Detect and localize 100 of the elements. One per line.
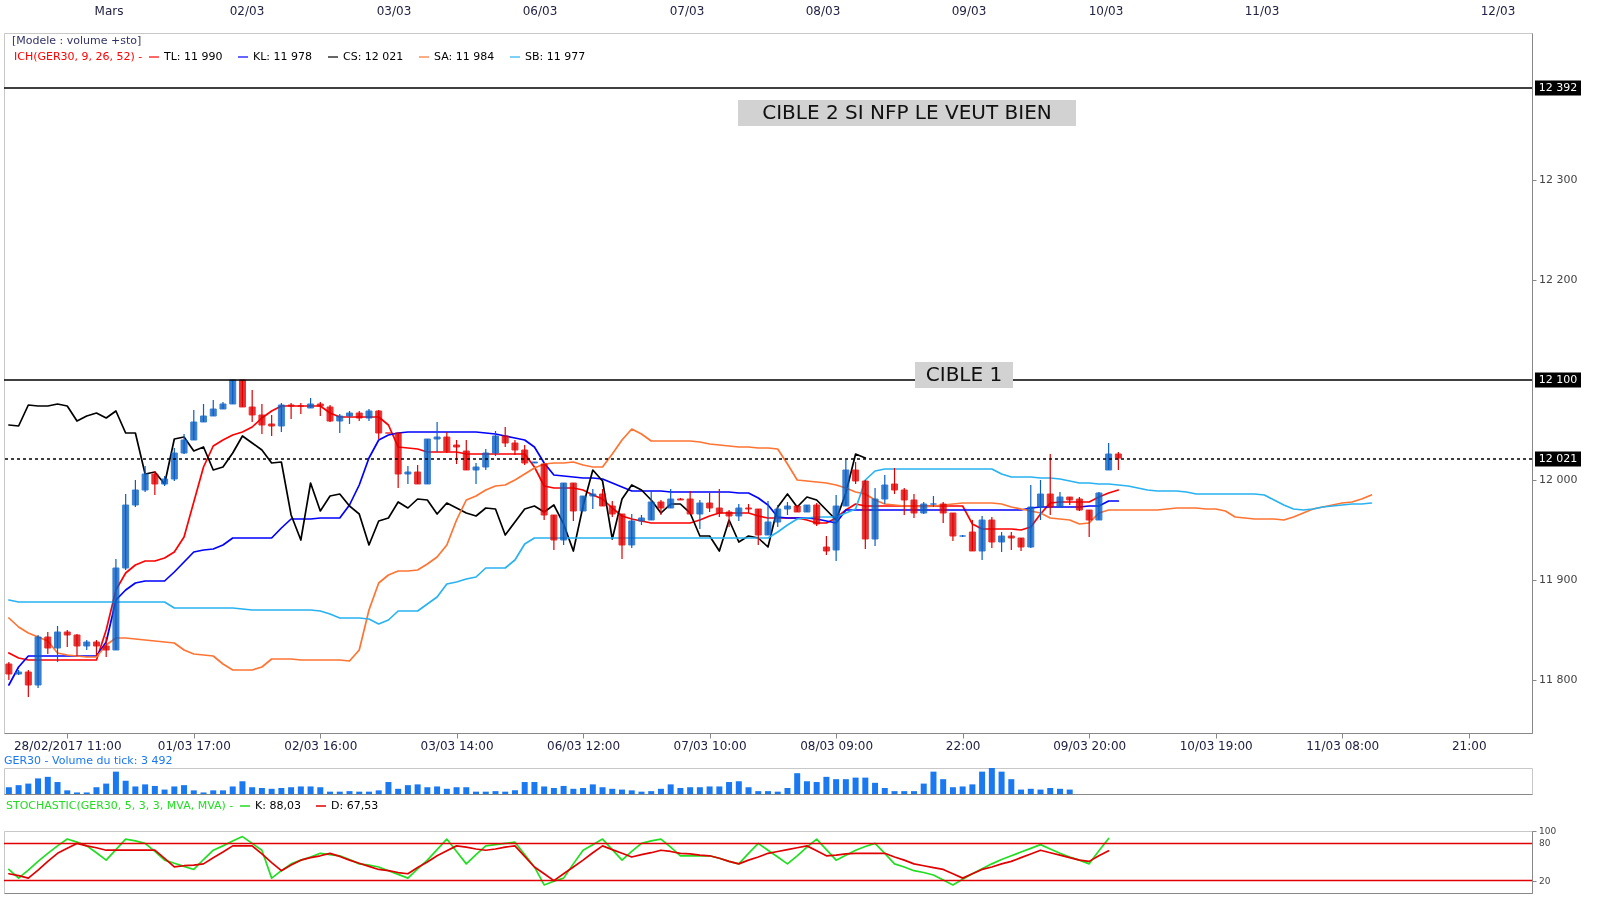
bar — [687, 787, 694, 794]
bar — [716, 786, 723, 794]
bar — [395, 788, 402, 794]
candlestick — [511, 439, 519, 456]
bar — [599, 787, 606, 794]
bar — [219, 790, 226, 794]
candlestick — [423, 438, 431, 485]
x-tick-label: 28/02/2017 11:00 — [13, 738, 122, 753]
legend-label: TL: 11 990 — [163, 50, 223, 63]
legend-label: CS: 12 021 — [343, 50, 404, 63]
x-tick-label: 10/03 19:00 — [1179, 738, 1253, 753]
bar — [891, 791, 898, 794]
candlestick — [667, 488, 675, 509]
bar — [249, 787, 256, 794]
bar — [54, 782, 61, 794]
bar — [696, 787, 703, 794]
legend-label: K: 88,03 — [255, 799, 301, 812]
candlestick — [1085, 509, 1093, 538]
candlestick — [813, 502, 821, 527]
candlestick — [891, 467, 899, 495]
bar — [726, 782, 733, 794]
bar — [35, 778, 42, 794]
bar — [93, 787, 100, 794]
text: 07/03 — [669, 4, 705, 18]
candlestick — [443, 431, 451, 454]
ref-line-label: 12 100 — [1538, 373, 1578, 386]
text: 11/03 — [1244, 4, 1280, 18]
bar — [667, 784, 674, 794]
bar — [511, 790, 518, 794]
bar — [64, 790, 71, 794]
bar — [375, 790, 382, 794]
bar — [823, 776, 830, 794]
y-tick-label: 80 — [1539, 838, 1551, 849]
candlestick — [910, 493, 918, 519]
candlestick — [696, 499, 704, 530]
candlestick — [365, 408, 373, 422]
candlestick — [180, 433, 188, 455]
bar — [648, 791, 655, 794]
x-tick-label: 11/03 08:00 — [1306, 738, 1380, 753]
bar — [229, 786, 236, 794]
text: Mars — [94, 4, 124, 18]
candlestick — [998, 531, 1006, 553]
candlestick — [647, 490, 655, 521]
candlestick — [589, 488, 597, 510]
bar — [317, 787, 324, 794]
bar — [560, 785, 567, 794]
bar — [443, 788, 450, 794]
bar — [112, 771, 119, 794]
bar — [872, 782, 879, 794]
bar — [297, 786, 304, 794]
bar — [15, 785, 22, 794]
x-tick-label: 06/03 12:00 — [547, 738, 621, 753]
y-tick-label: 11 800 — [1539, 673, 1578, 686]
bar — [453, 787, 460, 794]
y-tick-label: 20 — [1539, 875, 1551, 886]
bar — [1008, 779, 1015, 794]
bar — [151, 785, 158, 794]
line-series — [8, 428, 1373, 671]
candlestick — [287, 402, 295, 420]
y-tick-label: 11 900 — [1539, 573, 1578, 586]
candlestick — [268, 414, 276, 437]
bar — [842, 779, 849, 794]
bar — [1056, 788, 1063, 794]
candlestick — [550, 514, 558, 551]
text: 08/03 — [805, 4, 841, 18]
bar — [794, 773, 801, 794]
line-series — [8, 468, 1373, 625]
candlestick — [939, 501, 947, 524]
x-tick-label: 07/03 10:00 — [673, 738, 747, 753]
text: 10/03 — [1088, 4, 1124, 18]
candlestick — [774, 504, 782, 528]
bar — [570, 788, 577, 794]
bar — [424, 787, 431, 794]
line-series — [8, 835, 1110, 886]
candlestick — [5, 661, 13, 681]
candlestick — [73, 633, 81, 657]
annotation: CIBLE 2 SI NFP LE VEUT BIEN — [762, 100, 1052, 124]
bar — [1047, 788, 1054, 794]
bar — [278, 788, 285, 794]
bar — [132, 786, 139, 794]
candlestick — [229, 379, 237, 405]
candlestick — [131, 479, 139, 508]
bar — [5, 787, 12, 794]
bar — [706, 786, 713, 794]
bar — [531, 782, 538, 794]
candlestick — [151, 470, 159, 496]
bar — [434, 786, 441, 794]
bar — [969, 784, 976, 794]
legend-title: ICH(GER30, 9, 26, 52) - — [14, 50, 143, 63]
bar — [755, 791, 762, 794]
candlestick — [900, 487, 908, 516]
x-tick-label: 03/03 14:00 — [420, 738, 494, 753]
candlestick — [686, 490, 694, 515]
x-tick-label: 21:00 — [1451, 738, 1487, 753]
bar — [735, 781, 742, 794]
candlestick — [258, 403, 266, 435]
x-tick-label: 09/03 20:00 — [1053, 738, 1127, 753]
bar — [657, 788, 664, 794]
candlestick — [54, 625, 62, 663]
bar — [541, 786, 548, 794]
